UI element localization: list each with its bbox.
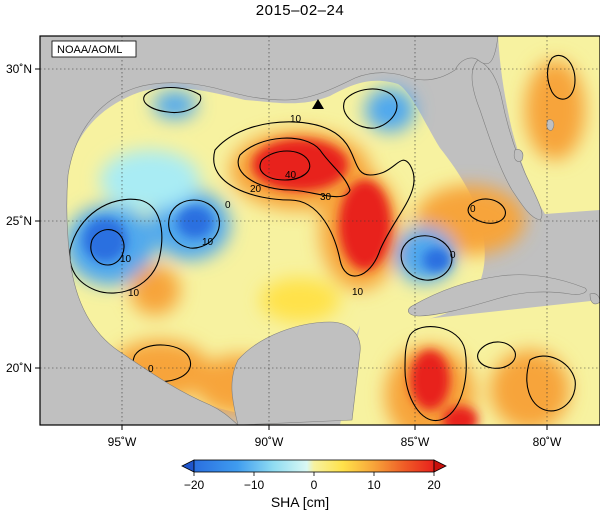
colorbar-tick: −20 [184, 478, 205, 492]
cuba [407, 274, 587, 317]
contour-label: 10 [120, 254, 132, 265]
contour-label: 10 [202, 237, 214, 248]
lon-tick-label: 80˚W [533, 435, 562, 449]
contour-label: 40 [285, 170, 297, 181]
bahamas-island [513, 149, 524, 162]
station-triangle-marker [312, 99, 324, 109]
credit-box [51, 40, 137, 58]
contour-label: 0 [470, 204, 476, 215]
colorbar-tick: 10 [367, 478, 381, 492]
sha-field [65, 36, 600, 425]
colorbar-label: SHA [cm] [270, 494, 330, 510]
lat-tick-label: 25˚N [6, 214, 32, 228]
contour-label: 10 [352, 287, 364, 298]
contour-label: 0 [148, 364, 154, 375]
lon-tick-label: 95˚W [108, 435, 137, 449]
contour-label: 20 [250, 184, 262, 195]
contour-lines [69, 54, 576, 421]
colorbar-gradient [193, 459, 435, 473]
contour-label: 0 [450, 250, 456, 261]
colorbar: −20 −10 0 10 20 [181, 459, 447, 492]
gulf-coast-north [40, 36, 499, 425]
colorbar-min-arrow [181, 459, 195, 473]
lon-tick-label: 90˚W [255, 435, 284, 449]
plot-frame [39, 35, 600, 426]
lon-tick-labels: 95˚W 90˚W 85˚W 80˚W [108, 435, 562, 449]
florida-peninsula [471, 59, 543, 221]
land-masses [40, 36, 600, 425]
lat-tick-label: 20˚N [6, 361, 32, 375]
yucatan-peninsula [231, 321, 361, 425]
grid-lines [40, 36, 600, 425]
hispaniola-island [589, 293, 600, 305]
andros-island [546, 119, 555, 131]
contour-label: 0 [225, 200, 231, 211]
axis-ticks [35, 68, 548, 430]
contour-label: 10 [128, 288, 140, 299]
colorbar-tick: 0 [311, 478, 318, 492]
lat-tick-label: 30˚N [6, 62, 32, 76]
colorbar-tick: −10 [244, 478, 265, 492]
lat-tick-labels: 30˚N 25˚N 20˚N [6, 62, 32, 375]
contour-label: 10 [290, 114, 302, 125]
colorbar-max-arrow [433, 459, 447, 473]
colorbar-tick: 20 [427, 478, 441, 492]
lon-tick-label: 85˚W [401, 435, 430, 449]
map-title: 2015‒02‒24 [255, 2, 345, 19]
contour-label: 30 [320, 192, 332, 203]
contour-label-group: 10 20 40 30 0 0 10 10 0 0 10 10 [120, 114, 476, 375]
credit-text: NOAA/AOML [57, 44, 122, 56]
